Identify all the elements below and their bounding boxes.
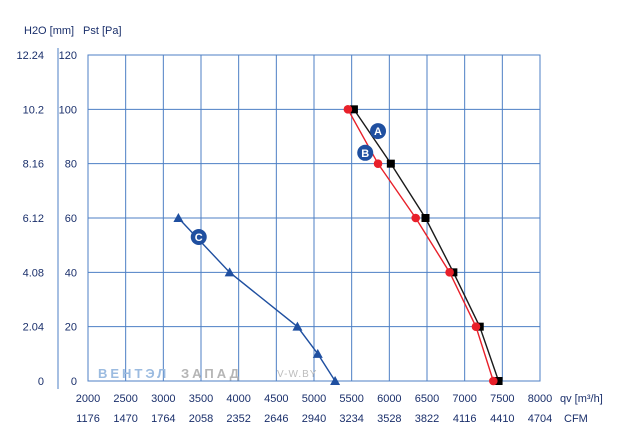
y-tick-label-mm: 2.04 <box>23 322 44 334</box>
y-tick-label-mm: 10.2 <box>23 104 44 116</box>
y-tick-label-pa: 100 <box>59 104 77 116</box>
watermark: ВЕНТЭЛ ЗАПАД V-W.BY <box>98 366 317 381</box>
y-tick-label-mm: 8.16 <box>23 159 44 171</box>
data-point-a <box>386 159 395 168</box>
data-point-c <box>173 213 184 222</box>
data-point-b <box>471 322 481 331</box>
x-tick-label-m3h: 6000 <box>377 393 401 405</box>
y-tick-label-mm: 6.12 <box>23 213 44 225</box>
x-tick-label-cfm: 3234 <box>339 413 363 425</box>
data-point-a <box>494 377 503 385</box>
data-point-b <box>488 376 498 386</box>
x-tick-label-m3h: 2500 <box>113 393 137 405</box>
x-tick-label-cfm: 3822 <box>415 413 439 425</box>
watermark-part2: ЗАПАД <box>181 366 242 381</box>
x-tick-label-cfm: 4410 <box>490 413 514 425</box>
x-tick-label-m3h: 5000 <box>302 393 326 405</box>
data-point-a <box>349 105 358 114</box>
x-tick-label-cfm: 1176 <box>76 413 100 425</box>
x-tick-label-m3h: 3500 <box>189 393 213 405</box>
y-tick-label-pa: 120 <box>59 50 77 62</box>
x-tick-label-m3h: 4000 <box>226 393 250 405</box>
y-tick-label-pa: 80 <box>65 159 77 171</box>
y-tick-label-pa: 60 <box>65 213 77 225</box>
data-point-c <box>224 267 235 277</box>
y-tick-label-pa: 40 <box>65 267 77 279</box>
x-tick-label-cfm: 2352 <box>226 413 250 425</box>
x-tick-label-cfm: 2058 <box>189 413 213 425</box>
y-axis-left-unit: H2O [mm] <box>24 25 74 37</box>
series-badge-c <box>190 229 207 246</box>
series-badge-label-b: B <box>361 148 369 160</box>
x-tick-label-m3h: 7500 <box>490 393 514 405</box>
x-tick-label-cfm: 2940 <box>302 413 326 425</box>
data-point-b <box>373 159 383 168</box>
x-axis-top-unit: qv [m³/h] <box>560 393 603 405</box>
series-badge-label-a: A <box>374 126 382 138</box>
y-tick-label-pa: 20 <box>65 322 77 334</box>
x-tick-label-m3h: 6500 <box>415 393 439 405</box>
x-axis-bottom-unit: CFM <box>564 413 588 425</box>
x-tick-label-cfm: 2646 <box>264 413 288 425</box>
data-point-c <box>330 376 341 385</box>
x-tick-label-cfm: 3528 <box>377 413 401 425</box>
data-point-c <box>292 321 303 331</box>
series-a: A <box>349 105 503 385</box>
data-point-b <box>343 105 353 114</box>
x-tick-label-m3h: 8000 <box>528 393 552 405</box>
series-badge-a <box>370 123 387 140</box>
x-tick-label-cfm: 4116 <box>453 413 477 425</box>
series-c: C <box>173 213 341 385</box>
series-b: B <box>343 105 498 386</box>
x-tick-label-m3h: 7000 <box>452 393 476 405</box>
data-point-a <box>421 214 430 222</box>
y-tick-label-mm: 0 <box>38 376 44 388</box>
y-axis-right-unit: Pst [Pa] <box>83 25 122 37</box>
y-tick-label-mm: 12.24 <box>16 50 44 62</box>
data-point-b <box>411 213 421 223</box>
series-badge-label-c: C <box>195 232 203 244</box>
watermark-part3: V-W.BY <box>277 369 317 380</box>
y-tick-label-pa: 0 <box>71 376 77 388</box>
x-tick-label-cfm: 1764 <box>151 413 175 425</box>
series-badge-b <box>357 144 374 161</box>
x-tick-label-m3h: 3000 <box>151 393 175 405</box>
x-tick-label-m3h: 5500 <box>339 393 363 405</box>
chart-series: AB C <box>173 105 503 386</box>
x-tick-label-cfm: 4704 <box>528 413 552 425</box>
watermark-part1: ВЕНТЭЛ <box>98 366 169 381</box>
data-point-b <box>445 268 454 277</box>
x-tick-label-m3h: 2000 <box>76 393 100 405</box>
data-point-c <box>312 348 323 358</box>
x-tick-label-cfm: 1470 <box>113 413 137 425</box>
chart-axis-labels: H2O [mm] Pst [Pa] qv [m³/h] CFM <box>24 25 603 425</box>
chart-axes: 0 0 2.04 20 4.08 40 6.12 60 8.16 80 10.2 100 12.24 12… <box>16 48 552 425</box>
series-line-a <box>353 108 500 382</box>
chart-grid <box>87 54 541 382</box>
y-tick-label-mm: 4.08 <box>23 267 44 279</box>
x-tick-label-m3h: 4500 <box>264 393 288 405</box>
